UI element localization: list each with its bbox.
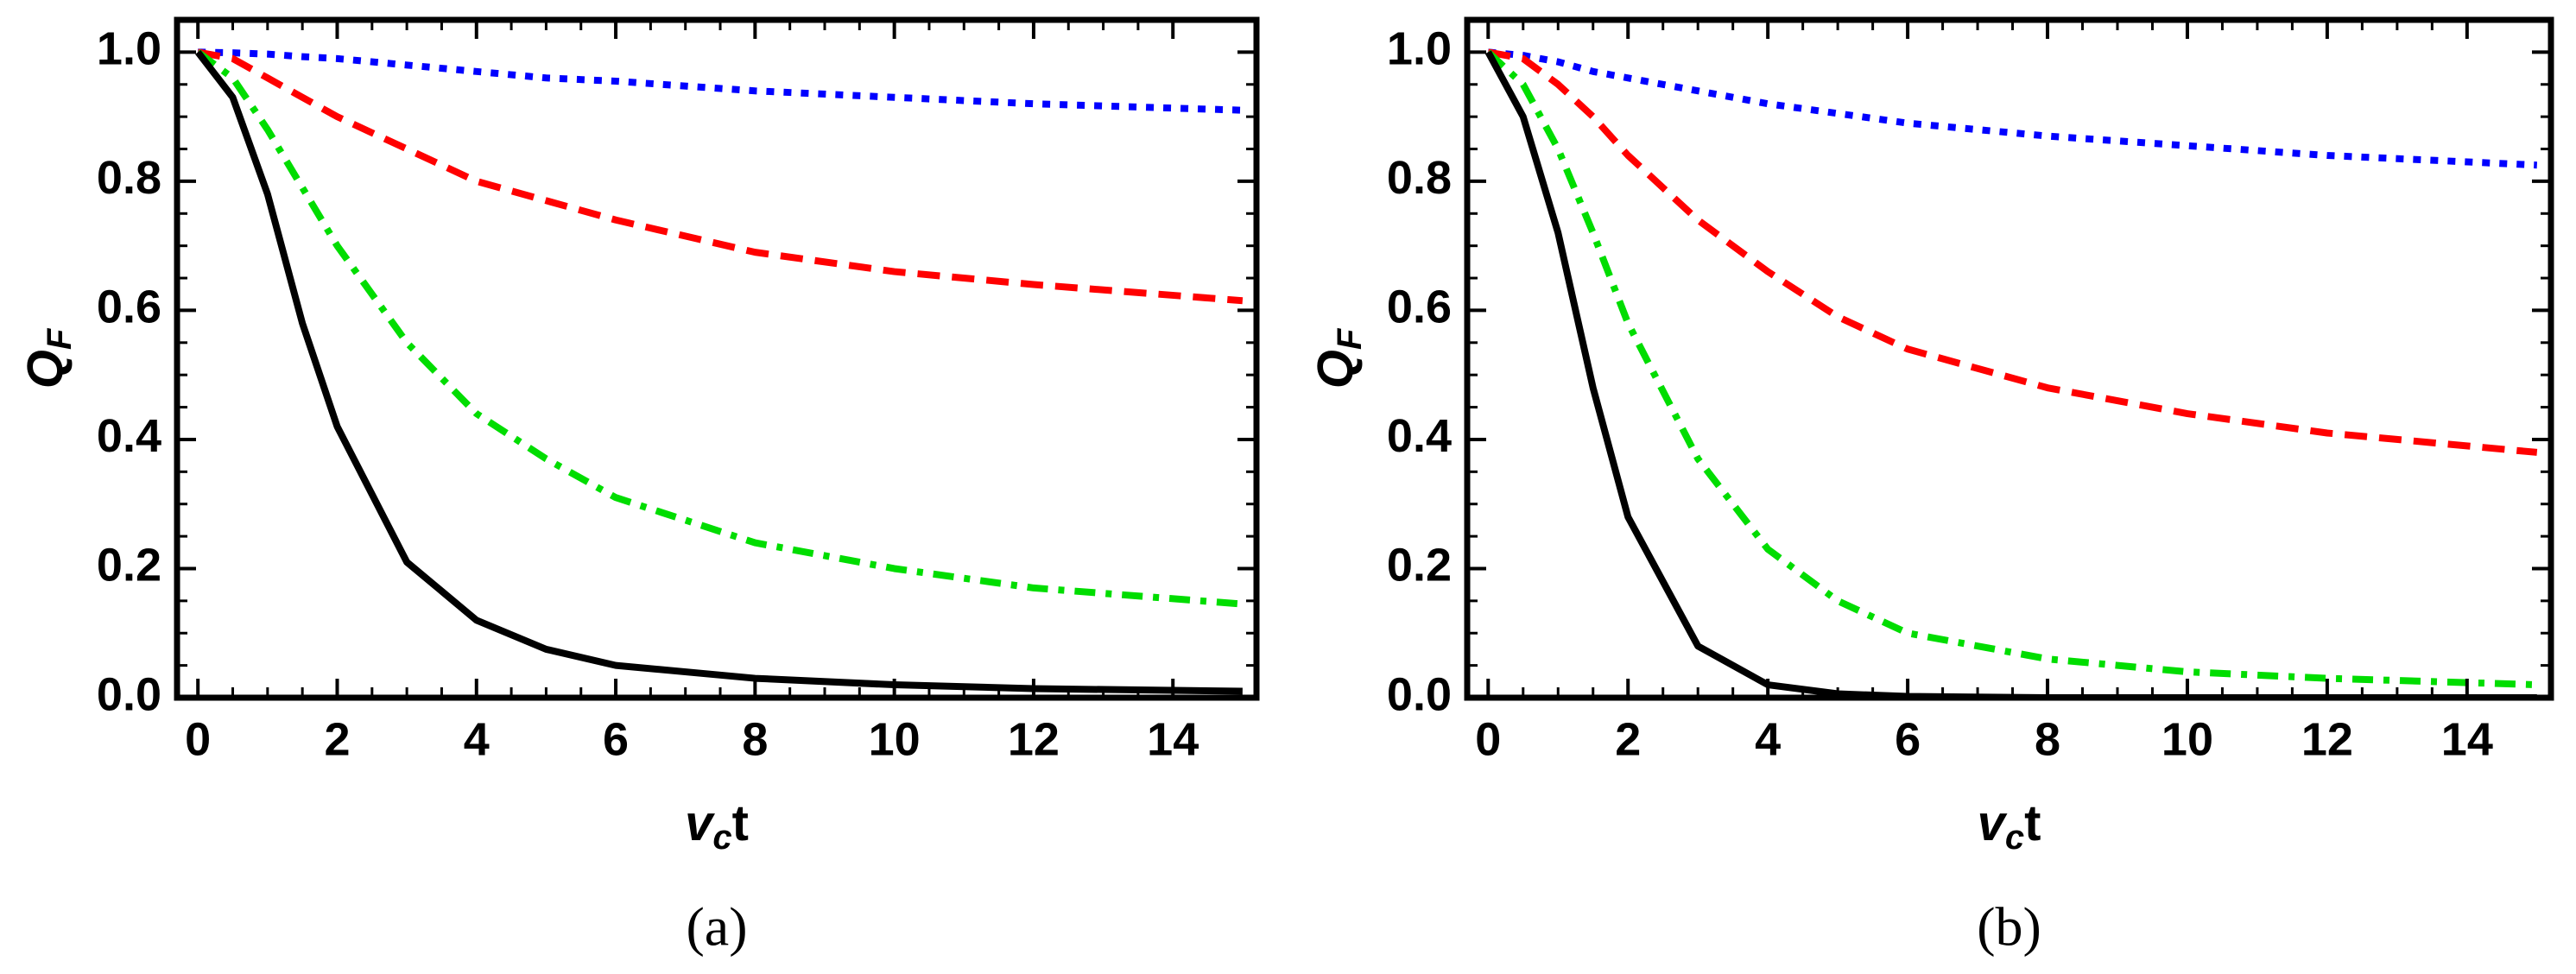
- x-tick-label: 0: [185, 713, 211, 765]
- x-tick-label: 6: [603, 713, 629, 765]
- x-axis-label-tail: t: [732, 795, 749, 851]
- x-tick-label: 14: [1147, 713, 1199, 765]
- x-tick-label: 12: [2301, 713, 2353, 765]
- x-axis-label-sub: c: [2005, 819, 2024, 857]
- series-line: [198, 48, 1243, 114]
- plot-frame: [1464, 16, 2554, 701]
- y-axis-label-sub: F: [1331, 327, 1369, 350]
- x-axis-label-main: v: [1978, 795, 2008, 851]
- y-tick-label: 0.6: [1387, 281, 1452, 333]
- series-line: [1487, 48, 2538, 456]
- x-axis-label: vct: [685, 795, 749, 856]
- y-tick-label: 1.0: [97, 23, 161, 75]
- x-tick-label: 4: [464, 713, 490, 765]
- panel-caption: (b): [1977, 896, 2041, 958]
- y-axis-label: QF: [1307, 327, 1368, 389]
- y-tick-label: 0.6: [97, 281, 161, 333]
- x-tick-label: 10: [869, 713, 921, 765]
- series-line: [195, 49, 1244, 608]
- panel: 0 2 4 6 8 10 12 14 0.0 0.2 0.4 0.6 0.8 1.0 vct QF (a): [17, 16, 1260, 958]
- panel: 0 2 4 6 8 10 12 14 0.0 0.2 0.4 0.6 0.8 1.0 vct QF (b): [1307, 16, 2554, 958]
- x-tick-label: 4: [1755, 713, 1781, 765]
- series-line: [1485, 49, 2537, 689]
- plot-frame: [174, 16, 1260, 701]
- series-line: [1487, 48, 2537, 169]
- x-tick-label: 2: [1615, 713, 1641, 765]
- y-tick-label: 0.0: [97, 668, 161, 720]
- x-axis-label-sub: c: [712, 819, 731, 857]
- x-tick-label: 8: [742, 713, 768, 765]
- x-axis-label-tail: t: [2024, 795, 2041, 851]
- y-axis-label-sub: F: [41, 327, 79, 350]
- x-tick-label: 6: [1895, 713, 1921, 765]
- x-tick-label: 14: [2441, 713, 2493, 765]
- y-tick-label: 0.8: [97, 152, 161, 204]
- y-tick-label: 0.2: [1387, 540, 1452, 591]
- y-axis-label-main: Q: [17, 350, 73, 389]
- y-axis-label-main: Q: [1307, 350, 1364, 389]
- y-tick-label: 0.8: [1387, 152, 1452, 204]
- x-tick-label: 2: [324, 713, 350, 765]
- x-axis-label-main: v: [685, 795, 715, 851]
- x-tick-label: 0: [1475, 713, 1501, 765]
- y-tick-label: 1.0: [1387, 23, 1452, 75]
- series-line: [197, 48, 1244, 305]
- y-axis-label: QF: [17, 327, 78, 389]
- y-tick-label: 0.2: [97, 540, 161, 591]
- x-tick-label: 12: [1008, 713, 1060, 765]
- x-tick-label: 8: [2035, 713, 2060, 765]
- panel-caption: (a): [686, 896, 747, 958]
- y-tick-label: 0.0: [1387, 668, 1452, 720]
- y-tick-label: 0.4: [97, 410, 161, 462]
- y-tick-label: 0.4: [1387, 410, 1452, 462]
- x-tick-label: 10: [2161, 713, 2213, 765]
- x-axis-label: vct: [1978, 795, 2041, 856]
